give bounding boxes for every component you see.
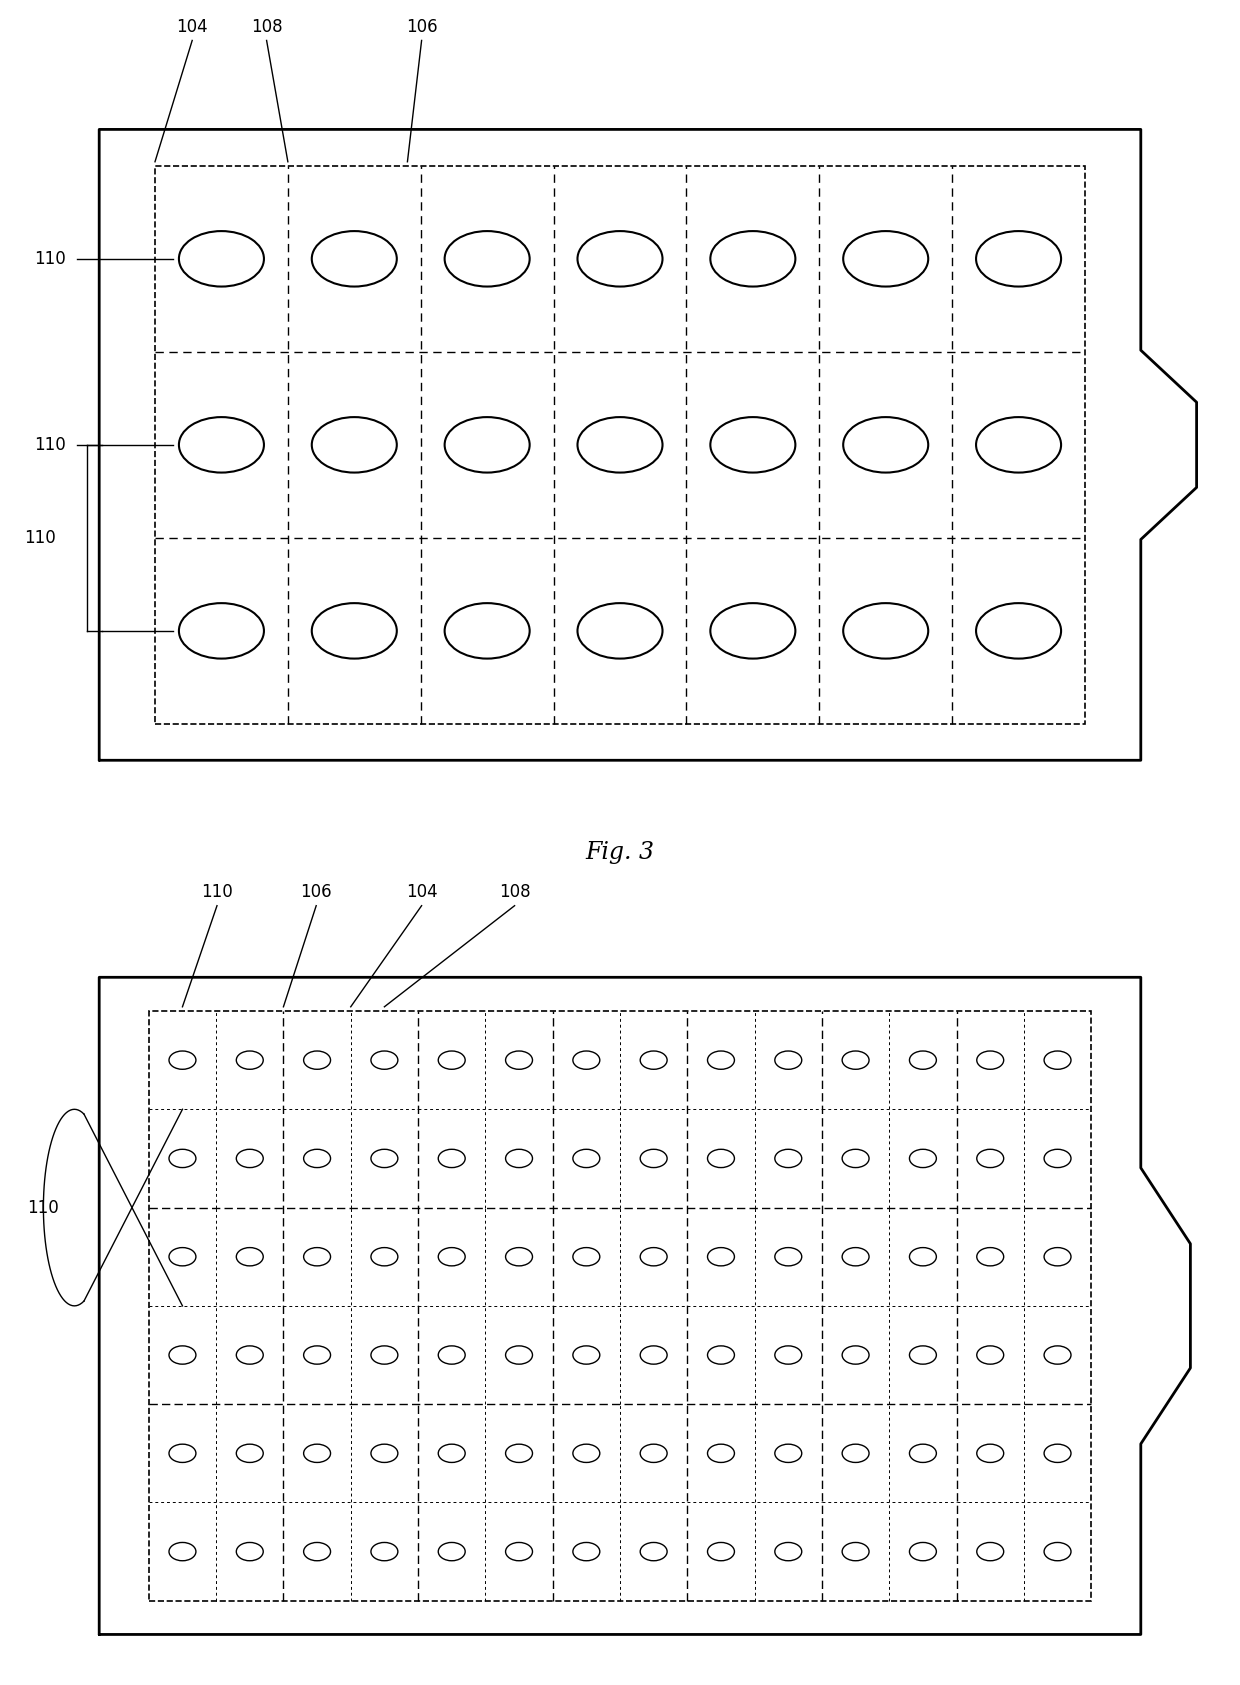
Text: 108: 108 xyxy=(250,19,283,37)
Text: Fig. 3: Fig. 3 xyxy=(585,841,655,864)
Text: 106: 106 xyxy=(405,19,438,37)
Text: 104: 104 xyxy=(405,883,438,901)
Text: 110: 110 xyxy=(24,529,56,548)
Text: 110: 110 xyxy=(33,249,66,268)
Text: 110: 110 xyxy=(27,1198,60,1217)
Bar xyxy=(149,1011,1091,1601)
Text: 108: 108 xyxy=(498,883,531,901)
Bar xyxy=(155,165,1085,725)
Text: 110: 110 xyxy=(33,436,66,453)
Text: 110: 110 xyxy=(201,883,233,901)
Text: 104: 104 xyxy=(176,19,208,37)
Text: 106: 106 xyxy=(300,883,332,901)
